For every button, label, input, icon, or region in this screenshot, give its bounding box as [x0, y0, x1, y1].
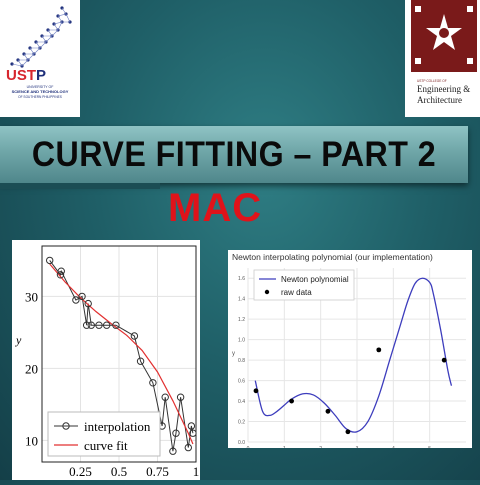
left-interpolation-point — [130, 332, 139, 340]
right-legend-raw-label: raw data — [281, 288, 312, 297]
left-interpolation-point — [82, 321, 91, 329]
left-interpolation-point — [149, 379, 157, 387]
left-interpolation-point — [72, 296, 80, 304]
slide-subtitle: MAC — [168, 186, 263, 230]
right-raw-data-point — [441, 357, 447, 363]
right-x-tick-label: 1 — [283, 446, 286, 448]
left-x-tick-label: 1 — [193, 464, 200, 479]
left-interpolation-point — [169, 447, 177, 455]
left-legend-fit-label: curve fit — [84, 438, 128, 453]
left-interpolation-point — [176, 393, 185, 401]
logo-engineering-text: Engineering & — [417, 84, 470, 94]
left-y-tick-label: 30 — [25, 289, 38, 304]
left-interpolation-point — [172, 429, 180, 437]
left-legend-interp-marker — [62, 422, 70, 430]
right-y-tick-label: 0.0 — [238, 440, 245, 446]
slide-title: CURVE FITTING – PART 2 — [31, 135, 437, 174]
right-chart: Newton interpolating polynomial (our imp… — [228, 250, 472, 452]
right-x-tick-label: 3 — [356, 446, 359, 448]
left-chart-svg: 0.25 0.5 0.75 1 10 20 30 y x interpolation curve f… — [15, 245, 200, 485]
right-raw-data-point — [253, 388, 259, 394]
left-x-tick-label: 0.5 — [111, 464, 127, 479]
left-y-tick-label: 10 — [25, 433, 38, 448]
left-x-tick-label: 0.75 — [146, 464, 169, 479]
left-y-axis-label: y — [15, 333, 22, 347]
left-interpolation-point — [161, 393, 169, 401]
right-y-axis-label: y — [232, 351, 235, 357]
left-interpolation-point — [136, 357, 145, 365]
left-legend-box — [47, 411, 161, 457]
left-chart: 0.25 0.5 0.75 1 10 20 30 y x interpolation curve f… — [12, 240, 200, 485]
left-interpolation-point — [95, 321, 103, 329]
right-legend-poly-label: Newton polynomial — [281, 275, 349, 284]
right-y-tick-label: 1.0 — [238, 338, 245, 344]
left-interpolation-point — [187, 422, 196, 430]
logo-small-caption: USTP COLLEGE OF — [417, 79, 447, 83]
ustp-caption-2: SCIENCE AND TECHNOLOGY — [12, 89, 69, 94]
right-y-tick-label: 0.6 — [238, 379, 245, 385]
left-x-axis-label: x — [116, 475, 123, 480]
right-chart-title: Newton interpolating polynomial (our imp… — [232, 252, 433, 262]
title-band — [0, 126, 468, 183]
right-y-tick-label: 1.6 — [238, 276, 245, 282]
right-y-tick-label: 0.8 — [238, 358, 245, 364]
engineering-architecture-logo: USTP COLLEGE OF Engineering & Architectu… — [405, 0, 480, 117]
left-interpolation-point — [112, 321, 120, 329]
left-interpolation-point — [57, 267, 65, 275]
left-interpolation-point — [78, 292, 86, 301]
logo-architecture-text: Architecture — [417, 95, 462, 105]
left-y-tick-label: 20 — [25, 361, 38, 376]
left-interpolation-point — [189, 429, 197, 437]
left-interpolation-point — [87, 321, 95, 329]
right-raw-data-point — [345, 429, 351, 435]
star-emblem-icon: USTP COLLEGE OF Engineering & Architectu… — [411, 0, 477, 105]
ustp-logo: USTP UNIVERSITY OF SCIENCE AND TECHNOLOG… — [0, 0, 80, 117]
right-raw-data-point — [376, 347, 382, 353]
title-band-shadow — [0, 183, 160, 189]
left-plot-frame — [41, 245, 197, 463]
right-x-tick-label: 2 — [319, 446, 322, 448]
left-interpolation-point — [184, 443, 193, 452]
left-x-tick-label: 0.25 — [69, 464, 92, 479]
right-raw-data-point — [289, 398, 294, 404]
right-x-tick-label: 4 — [392, 446, 395, 448]
right-raw-data-point — [325, 408, 331, 414]
right-y-tick-label: 1.4 — [238, 297, 245, 303]
left-interpolation-point — [56, 271, 65, 279]
right-x-tick-label: 5 — [428, 446, 431, 448]
right-y-tick-label: 1.2 — [238, 317, 245, 323]
right-x-tick-label: 0 — [247, 446, 250, 448]
ustp-caption-1: UNIVERSITY OF — [27, 85, 54, 89]
ustp-caption-3: OF SOUTHERN PHILIPPINES — [18, 95, 62, 99]
ustp-network-icon: USTP UNIVERSITY OF SCIENCE AND TECHNOLOG… — [6, 6, 72, 99]
left-interpolation-point — [102, 321, 111, 329]
left-legend-interp-label: interpolation — [84, 419, 151, 434]
left-curve-fit-line — [49, 263, 194, 445]
left-interpolation-point — [46, 256, 54, 265]
ustp-wordmark: USTP — [6, 67, 46, 84]
right-chart-svg: Newton interpolating polynomial (our imp… — [232, 252, 466, 452]
right-y-tick-label: 0.2 — [238, 420, 245, 426]
right-legend-box — [253, 269, 355, 301]
right-y-tick-label: 0.4 — [238, 399, 245, 405]
right-newton-polynomial-line — [254, 277, 453, 433]
right-legend-raw-marker — [264, 289, 270, 295]
left-interpolation-point — [84, 299, 92, 308]
